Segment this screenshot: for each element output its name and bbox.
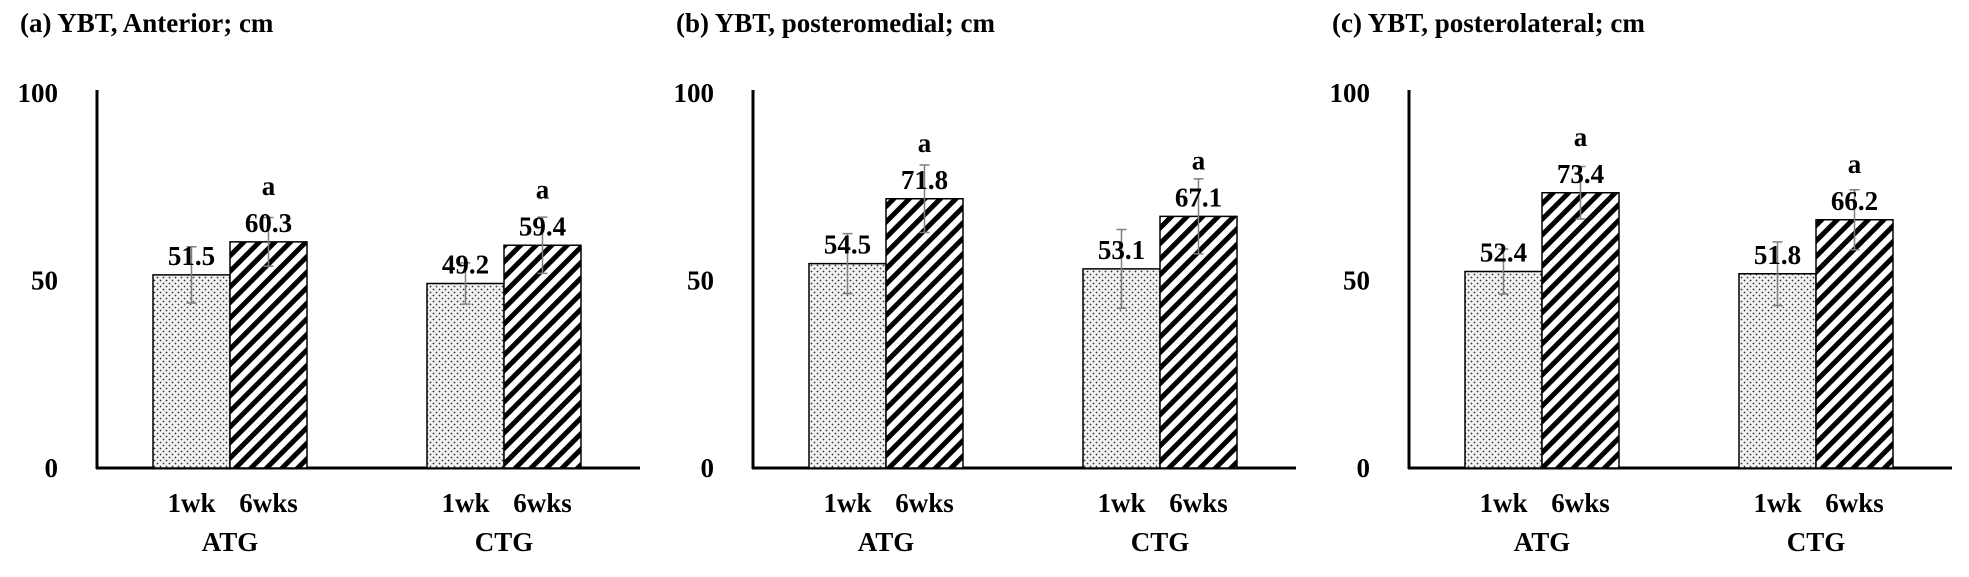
significance-marker: a <box>918 128 932 158</box>
bar-atg-6wks <box>1541 192 1620 469</box>
x-tick-label: 6wks <box>1551 488 1610 518</box>
significance-marker: a <box>1192 145 1206 175</box>
y-tick-label: 100 <box>18 78 59 108</box>
x-tick-label: 6wks <box>895 488 954 518</box>
bar-atg-1wk <box>152 274 231 469</box>
data-label: 51.5 <box>168 241 215 271</box>
bar-ctg-1wk <box>426 282 505 469</box>
data-label: 59.4 <box>519 211 566 241</box>
panel-c-title: (c) YBT, posterolateral; cm <box>1332 8 1645 38</box>
y-tick-label: 0 <box>701 453 715 483</box>
data-label: 60.3 <box>245 208 292 238</box>
y-tick-label: 100 <box>1330 78 1371 108</box>
bar-ctg-6wks <box>503 244 582 469</box>
group-label-atg: ATG <box>1514 527 1571 557</box>
bar-atg-6wks <box>229 241 308 469</box>
bar-atg-1wk <box>1464 270 1543 469</box>
panels: 0 50 100 51.5 1wk 60.3 a 6wks ATG 49.2 1wk 59.4 a 6wk… <box>18 78 1952 557</box>
data-label: 66.2 <box>1831 186 1878 216</box>
x-tick-label: 1wk <box>441 488 489 518</box>
data-label: 67.1 <box>1175 182 1222 212</box>
panel-a: 0 50 100 51.5 1wk 60.3 a 6wks ATG 49.2 1wk 59.4 a 6wk… <box>18 78 640 557</box>
bar-ctg-6wks <box>1159 215 1238 469</box>
data-label: 54.5 <box>824 230 871 260</box>
x-tick-label: 6wks <box>1825 488 1884 518</box>
x-tick-label: 1wk <box>167 488 215 518</box>
group-label-atg: ATG <box>202 527 259 557</box>
x-tick-label: 1wk <box>1753 488 1801 518</box>
panel-a-title: (a) YBT, Anterior; cm <box>20 8 274 38</box>
group-label-ctg: CTG <box>1787 527 1846 557</box>
panel-b: 0 50 100 54.5 1wk 71.8 a 6wks ATG 53.1 1wk 67.1 a 6wk… <box>674 78 1296 557</box>
bar-ctg-6wks <box>1815 219 1894 469</box>
bar-atg-6wks <box>885 198 964 469</box>
y-tick-label: 0 <box>45 453 59 483</box>
x-tick-label: 1wk <box>1479 488 1527 518</box>
y-tick-label: 50 <box>1343 266 1370 296</box>
group-label-ctg: CTG <box>475 527 534 557</box>
panel-b-title: (b) YBT, posteromedial; cm <box>676 8 995 38</box>
data-label: 49.2 <box>442 250 489 280</box>
data-label: 71.8 <box>901 165 948 195</box>
data-label: 52.4 <box>1480 238 1527 268</box>
significance-marker: a <box>262 171 276 201</box>
significance-marker: a <box>1848 149 1862 179</box>
data-label: 73.4 <box>1557 159 1604 189</box>
significance-marker: a <box>536 174 550 204</box>
y-tick-label: 0 <box>1357 453 1371 483</box>
significance-marker: a <box>1574 122 1588 152</box>
group-label-ctg: CTG <box>1131 527 1190 557</box>
x-tick-label: 1wk <box>823 488 871 518</box>
x-tick-label: 6wks <box>239 488 298 518</box>
group-label-atg: ATG <box>858 527 915 557</box>
y-tick-label: 50 <box>687 266 714 296</box>
y-tick-label: 50 <box>31 266 58 296</box>
x-tick-label: 1wk <box>1097 488 1145 518</box>
data-label: 53.1 <box>1098 235 1145 265</box>
y-tick-label: 100 <box>674 78 715 108</box>
data-label: 51.8 <box>1754 240 1801 270</box>
x-tick-label: 6wks <box>1169 488 1228 518</box>
panel-c: 0 50 100 52.4 1wk 73.4 a 6wks ATG 51.8 1wk 66.2 a 6wk… <box>1330 78 1952 557</box>
x-tick-label: 6wks <box>513 488 572 518</box>
